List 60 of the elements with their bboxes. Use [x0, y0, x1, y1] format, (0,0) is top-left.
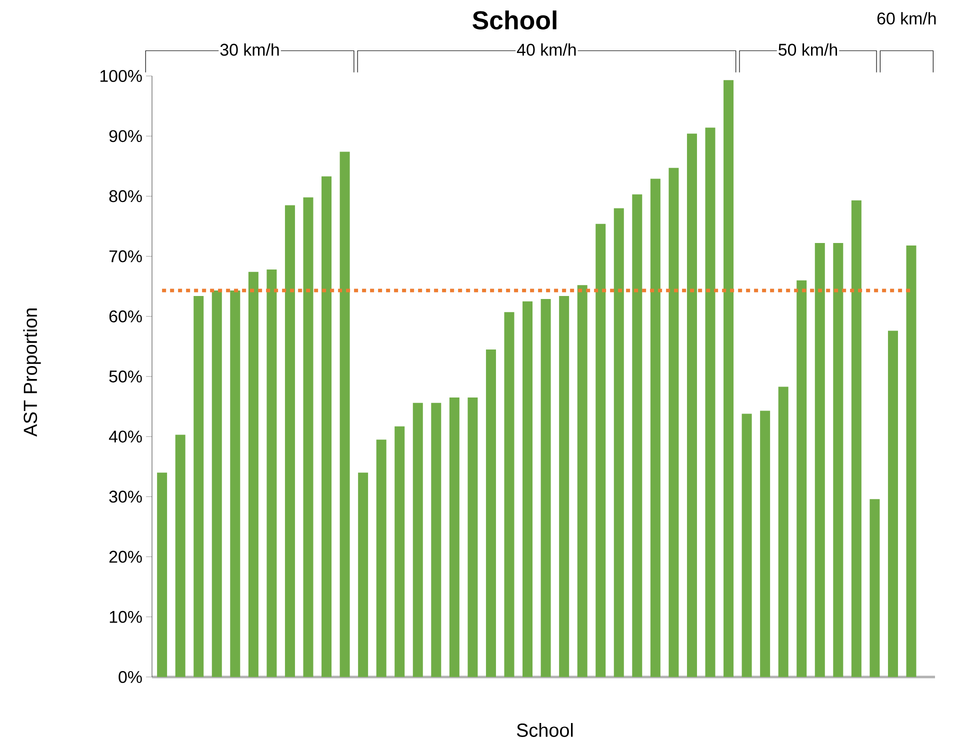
bar — [340, 152, 350, 677]
bar — [796, 280, 807, 677]
bar — [742, 414, 752, 677]
bar — [504, 312, 514, 677]
y-tick-label: 90% — [109, 130, 142, 142]
bar — [540, 298, 551, 677]
bar — [358, 472, 368, 677]
text: 50 km/h — [778, 43, 838, 56]
y-tick-label: 40% — [108, 430, 142, 443]
y-tick-label: 70% — [109, 250, 142, 262]
text: 40 km/h — [516, 43, 576, 56]
bar — [175, 434, 186, 677]
y-tick-label: 50% — [109, 370, 142, 382]
bar — [486, 349, 496, 677]
bar — [284, 205, 295, 677]
bar — [522, 301, 533, 677]
y-tick-label: 10% — [110, 610, 142, 623]
bar — [194, 296, 204, 677]
bar — [412, 402, 423, 677]
bar — [266, 270, 277, 677]
bar — [632, 194, 642, 677]
x-axis-title: School — [516, 723, 573, 737]
bar — [212, 290, 222, 677]
bar — [724, 80, 734, 677]
text: 60 km/h — [877, 12, 936, 25]
bar — [906, 245, 916, 677]
bar — [870, 499, 880, 677]
bar — [760, 410, 770, 677]
bar — [851, 200, 862, 677]
bar — [686, 134, 697, 677]
y-tick-label: 60% — [109, 310, 142, 322]
y-axis-title: AST Proportion — [23, 308, 41, 437]
bar — [577, 285, 588, 677]
y-tick-label: 80% — [109, 190, 142, 202]
chart-title: School — [472, 10, 556, 30]
bar — [833, 243, 844, 677]
bar — [559, 296, 570, 677]
text: 30 km/h — [220, 43, 279, 56]
y-tick-label: 0% — [118, 670, 142, 683]
bar — [888, 330, 898, 677]
bar — [449, 398, 460, 677]
bar — [394, 426, 405, 677]
bar — [778, 386, 788, 677]
bar — [322, 176, 332, 677]
y-tick-label: 100% — [100, 70, 142, 82]
bar — [431, 402, 442, 677]
bar — [705, 128, 716, 677]
y-tick-label: 30% — [109, 490, 142, 503]
y-tick-label: 20% — [109, 550, 142, 563]
bar — [248, 272, 258, 677]
bar — [468, 398, 478, 677]
bar — [596, 224, 606, 677]
bar — [650, 178, 660, 677]
bar — [303, 197, 314, 677]
bar — [668, 168, 679, 677]
bar — [157, 472, 168, 677]
bar — [814, 243, 825, 677]
bar — [230, 290, 240, 677]
bar — [376, 440, 386, 677]
bar — [614, 208, 624, 677]
